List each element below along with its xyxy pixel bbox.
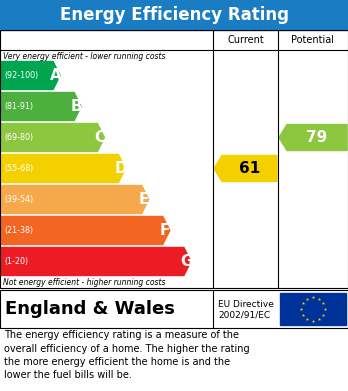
Text: Very energy efficient - lower running costs: Very energy efficient - lower running co…: [3, 52, 166, 61]
Text: (39-54): (39-54): [4, 195, 33, 204]
Bar: [280, 293, 346, 325]
Polygon shape: [1, 93, 81, 120]
Text: F: F: [160, 223, 171, 238]
Polygon shape: [214, 156, 277, 181]
Text: Energy Efficiency Rating: Energy Efficiency Rating: [60, 6, 288, 24]
Bar: [0, 290, 348, 328]
Text: B: B: [71, 99, 82, 114]
Text: E: E: [139, 192, 149, 207]
Text: Potential: Potential: [292, 35, 334, 45]
Polygon shape: [1, 185, 149, 213]
Text: A: A: [50, 68, 61, 83]
Text: (81-91): (81-91): [4, 102, 33, 111]
Text: Not energy efficient - higher running costs: Not energy efficient - higher running co…: [3, 278, 166, 287]
Text: 2002/91/EC: 2002/91/EC: [218, 310, 270, 319]
Text: C: C: [94, 130, 105, 145]
Polygon shape: [1, 154, 126, 183]
Text: the more energy efficient the home is and the: the more energy efficient the home is an…: [4, 357, 230, 367]
Text: (92-100): (92-100): [4, 71, 38, 80]
Text: England & Wales: England & Wales: [5, 300, 175, 318]
Text: 61: 61: [239, 161, 260, 176]
Text: (55-68): (55-68): [4, 164, 33, 173]
Text: (1-20): (1-20): [4, 257, 28, 266]
Polygon shape: [1, 217, 170, 244]
Text: D: D: [114, 161, 127, 176]
Text: overall efficiency of a home. The higher the rating: overall efficiency of a home. The higher…: [4, 344, 250, 353]
Polygon shape: [1, 248, 191, 276]
Text: (21-38): (21-38): [4, 226, 33, 235]
Bar: [0, 0, 348, 30]
Polygon shape: [279, 124, 347, 151]
Text: EU Directive: EU Directive: [218, 300, 274, 309]
Polygon shape: [1, 124, 104, 151]
Bar: [0, 30, 348, 288]
Text: The energy efficiency rating is a measure of the: The energy efficiency rating is a measur…: [4, 330, 239, 340]
Text: lower the fuel bills will be.: lower the fuel bills will be.: [4, 371, 132, 380]
Text: (69-80): (69-80): [4, 133, 33, 142]
Text: G: G: [180, 254, 192, 269]
Text: 79: 79: [306, 130, 327, 145]
Polygon shape: [1, 61, 60, 90]
Text: Current: Current: [227, 35, 264, 45]
